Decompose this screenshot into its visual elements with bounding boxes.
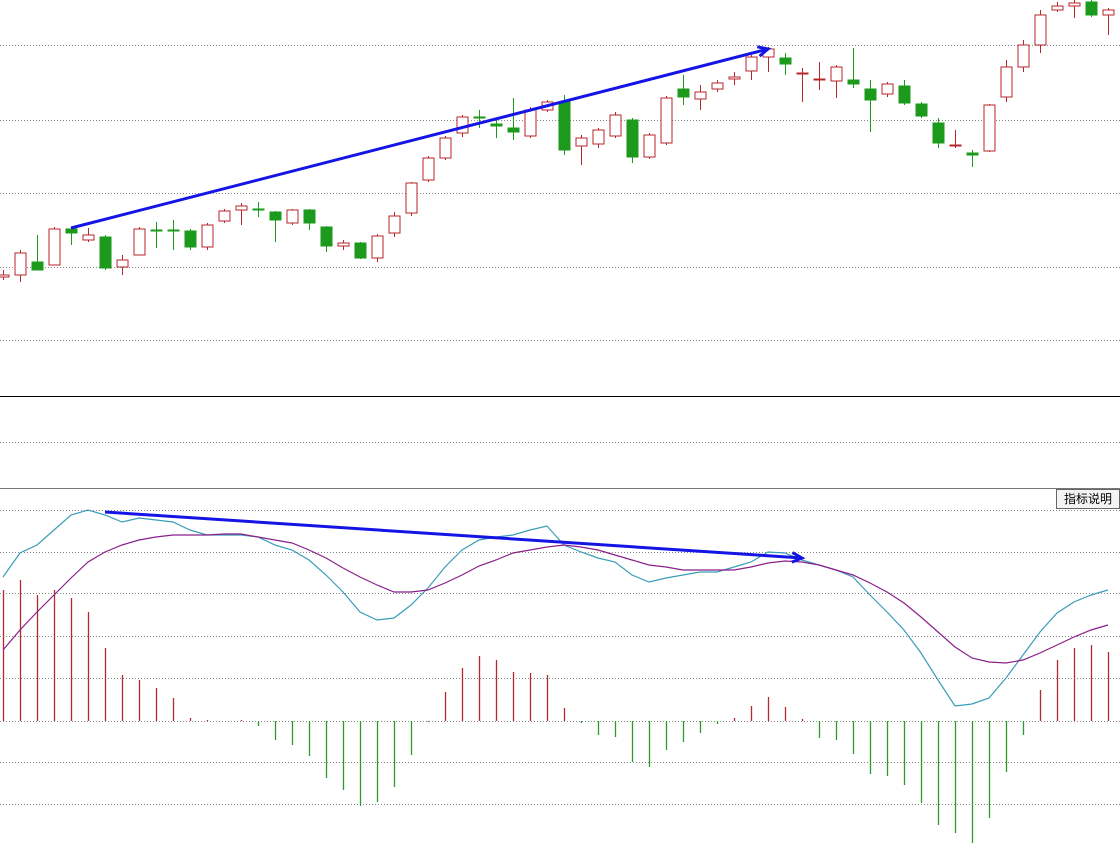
candle-body [796,72,809,75]
candle-body [235,205,248,211]
candle-body [966,152,979,156]
arrow-head [791,551,806,564]
candle-body [711,82,724,90]
candle-body [983,104,996,152]
candle-body [303,209,316,224]
candle-body [371,235,384,259]
candle-body [388,215,401,234]
candle-body [643,134,656,158]
candle-body [1017,44,1030,68]
candle-body [252,208,265,211]
candle-body [592,129,605,145]
candle-body [847,79,860,85]
candle-body [1085,1,1098,16]
candle-body [150,229,163,232]
trend-arrow [104,510,803,560]
candle-body [1051,5,1064,11]
candle-body [932,122,945,144]
candle-body [133,228,146,256]
candle-body [507,127,520,133]
candle-body [337,242,350,247]
candle-body [915,103,928,117]
candle-body [745,56,758,72]
candle-body [320,226,333,247]
candle-body [0,274,10,278]
candle-body [422,157,435,181]
candle-body [575,137,588,147]
candle-body [626,119,639,158]
candle-body [677,88,690,98]
arrow-head [756,45,772,58]
candle-body [82,234,95,241]
candle-body [558,101,571,151]
candle-body [1034,14,1047,46]
candle-body [898,85,911,104]
candle-body [490,123,503,127]
candle-body [949,144,962,147]
candle-body [116,259,129,268]
candle-body [48,228,61,266]
macd-line [2,509,1109,707]
macd-line [2,533,1109,664]
candle-body [354,242,367,259]
candle-body [660,97,673,144]
indicator-help-button[interactable]: 指标说明 [1056,489,1120,509]
candle-body [269,211,282,221]
candle-body [31,261,44,271]
candle-body [1000,66,1013,98]
candle-body [813,78,826,81]
candle-body [65,228,78,234]
candle-body [286,209,299,224]
candle-body [167,229,180,232]
candle-body [439,137,452,159]
candle-body [14,252,27,276]
candle-body [473,116,486,119]
candle-body [830,66,843,82]
candle-body [864,88,877,101]
candle-body [728,76,741,80]
candle-body [218,210,231,222]
candle-body [201,224,214,248]
candle-body [881,83,894,95]
candle-body [1068,2,1081,7]
candle-body [609,114,622,137]
trend-arrow [70,47,769,230]
candle-body [524,109,537,137]
candle-body [184,230,197,248]
candle-body [99,236,112,269]
candle-body [1102,9,1115,16]
candle-body [779,57,792,65]
candle-body [694,91,707,100]
candle-body [405,182,418,214]
